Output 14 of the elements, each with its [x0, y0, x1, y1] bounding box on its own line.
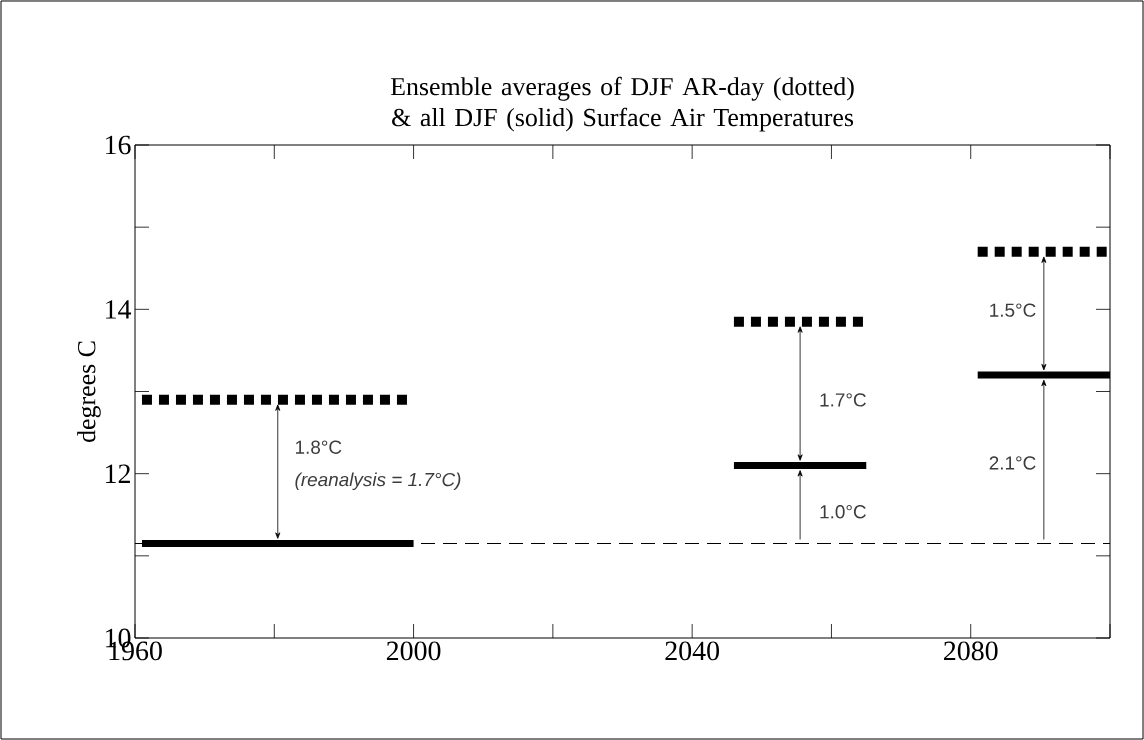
y-tick-label: 16: [106, 135, 131, 155]
x-tick-label: 2040: [665, 641, 719, 661]
annotation: 1.5°C: [990, 303, 1036, 317]
annotation: 2.1°C: [989, 456, 1036, 470]
annotation: 1.0°C: [820, 505, 866, 519]
x-tick-label: 2080: [944, 641, 998, 661]
x-tick-label: 2000: [386, 641, 441, 661]
y-tick-label: 12: [106, 464, 130, 483]
chart-title: Ensemble averages of DJF AR-day (dotted) & all DJF (solid) Surface Air Temperatures: [390, 76, 854, 132]
annotation: 1.7°C: [820, 393, 866, 407]
y-axis-title: degrees C: [77, 341, 101, 442]
y-tick-label: 14: [106, 300, 132, 319]
annotation: (reanalysis = 1.7°C): [295, 472, 461, 491]
annotation: 1.8°C: [295, 440, 342, 454]
